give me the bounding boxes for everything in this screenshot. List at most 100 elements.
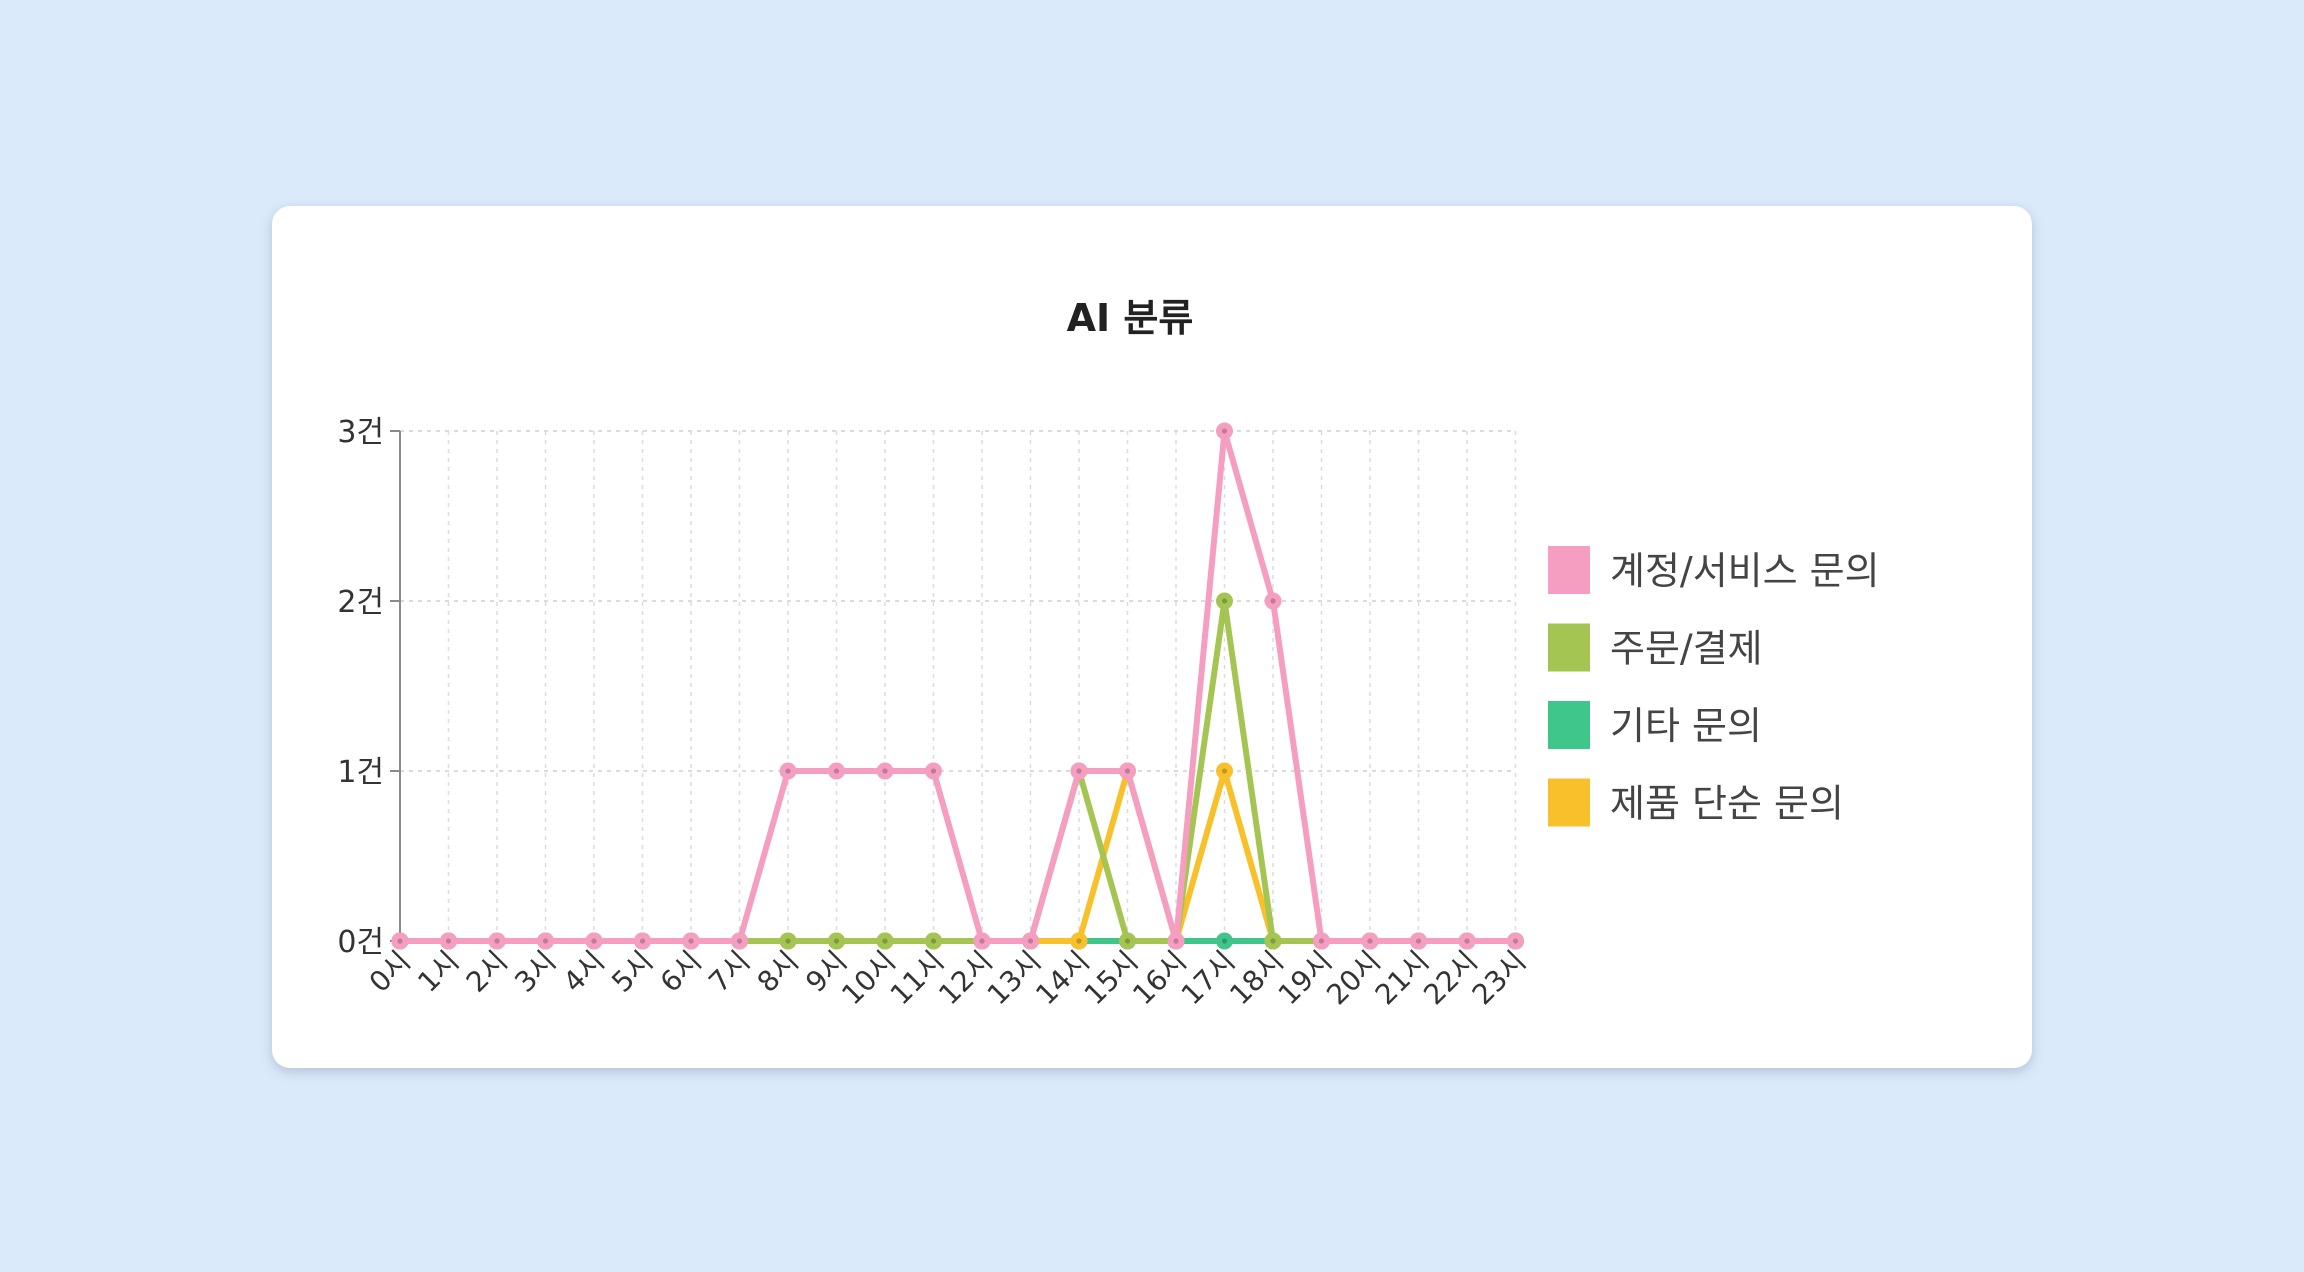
x-tick-label: 21시 xyxy=(1369,945,1436,1012)
data-point-center xyxy=(688,938,694,944)
data-point-center xyxy=(445,938,452,944)
data-point-center xyxy=(1173,938,1179,944)
legend-label: 주문/결제 xyxy=(1610,627,1763,671)
data-point-center xyxy=(1221,598,1228,604)
data-point-center xyxy=(785,768,791,774)
y-tick-label: 2건 xyxy=(337,585,384,620)
data-point xyxy=(1264,592,1282,610)
legend-label: 계정/서비스 문의 xyxy=(1610,549,1880,593)
y-tick-label: 0건 xyxy=(337,925,384,960)
y-tick-label: 1건 xyxy=(337,755,384,790)
data-point-center xyxy=(882,768,888,774)
data-point xyxy=(1119,762,1136,780)
series-group xyxy=(391,422,1524,950)
data-point-center xyxy=(1124,938,1131,944)
series-line xyxy=(397,428,1519,944)
data-point xyxy=(779,932,797,950)
x-tick-label: 2시 xyxy=(460,945,514,999)
data-point xyxy=(537,932,554,950)
data-point-center xyxy=(930,768,937,774)
data-point-center xyxy=(1027,938,1034,944)
data-point xyxy=(731,932,748,950)
data-point xyxy=(925,932,942,950)
data-point xyxy=(1022,932,1039,950)
data-point-center xyxy=(979,938,985,944)
data-point-center xyxy=(639,938,646,944)
data-point-center xyxy=(494,938,500,944)
data-point-center xyxy=(542,938,549,944)
data-point xyxy=(876,932,894,950)
data-point xyxy=(585,932,603,950)
data-point xyxy=(779,762,797,780)
chart-title: AI 분류 xyxy=(1067,296,1194,340)
data-point xyxy=(1070,932,1088,950)
data-point-center xyxy=(1415,938,1422,944)
legend-swatch xyxy=(1548,701,1590,749)
data-point xyxy=(828,762,845,780)
x-tick-label: 17시 xyxy=(1175,945,1242,1012)
chart-card xyxy=(272,206,2032,1068)
x-tick-label: 7시 xyxy=(702,945,756,999)
x-tick-label: 12시 xyxy=(932,945,999,1012)
data-point-center xyxy=(397,938,403,944)
data-point xyxy=(1216,762,1233,780)
data-point-center xyxy=(1318,938,1325,944)
data-point xyxy=(1264,932,1282,950)
legend-label: 기타 문의 xyxy=(1610,704,1762,748)
data-point-center xyxy=(591,938,597,944)
y-tick-label: 3건 xyxy=(337,415,384,450)
data-point xyxy=(1216,932,1233,950)
data-point-center xyxy=(1076,938,1082,944)
data-point-center xyxy=(1221,768,1228,774)
data-point xyxy=(1507,932,1524,950)
data-point xyxy=(391,932,409,950)
data-point xyxy=(1216,592,1233,610)
legend-swatch xyxy=(1548,778,1590,827)
data-point xyxy=(682,932,700,950)
data-point xyxy=(1458,932,1476,950)
x-tick-label: 4시 xyxy=(557,945,611,999)
data-point xyxy=(1313,932,1330,950)
x-tick-label: 1시 xyxy=(411,945,465,999)
data-point-center xyxy=(1464,938,1470,944)
data-point-center xyxy=(785,938,791,944)
data-point xyxy=(1361,932,1379,950)
data-point-center xyxy=(1367,938,1373,944)
legend-label: 제품 단순 문의 xyxy=(1610,782,1844,826)
data-point xyxy=(1410,932,1427,950)
data-point xyxy=(925,762,942,780)
data-point xyxy=(488,932,506,950)
x-tick-label: 19시 xyxy=(1272,945,1339,1012)
x-tick-label: 8시 xyxy=(751,945,805,999)
data-point xyxy=(1216,422,1233,440)
x-tick-label: 13시 xyxy=(981,945,1048,1012)
x-tick-label: 22시 xyxy=(1417,945,1484,1012)
data-point-center xyxy=(882,938,888,944)
axes: 0건1건2건3건0시1시2시3시4시5시6시7시8시9시10시11시12시13시… xyxy=(337,415,1532,1011)
data-point xyxy=(440,932,457,950)
x-tick-label: 10시 xyxy=(835,945,902,1012)
data-point-center xyxy=(1221,938,1228,944)
data-point xyxy=(634,932,651,950)
x-tick-label: 6시 xyxy=(654,945,708,999)
data-point-center xyxy=(736,938,743,944)
x-tick-label: 15시 xyxy=(1078,945,1145,1012)
data-point-center xyxy=(1512,938,1519,944)
data-point-center xyxy=(1270,938,1276,944)
data-point xyxy=(973,932,991,950)
data-point xyxy=(1119,932,1136,950)
data-point-center xyxy=(1221,428,1228,434)
data-point-center xyxy=(1124,768,1131,774)
x-tick-label: 16시 xyxy=(1126,945,1193,1012)
data-point-center xyxy=(1076,768,1082,774)
data-point-center xyxy=(1270,598,1276,604)
x-tick-label: 11시 xyxy=(884,945,951,1012)
x-tick-label: 14시 xyxy=(1029,945,1096,1012)
x-tick-label: 23시 xyxy=(1466,945,1533,1012)
data-point xyxy=(828,932,845,950)
data-point-center xyxy=(833,768,840,774)
data-point-center xyxy=(833,938,840,944)
x-tick-label: 3시 xyxy=(508,945,562,999)
x-tick-label: 20시 xyxy=(1320,945,1387,1012)
